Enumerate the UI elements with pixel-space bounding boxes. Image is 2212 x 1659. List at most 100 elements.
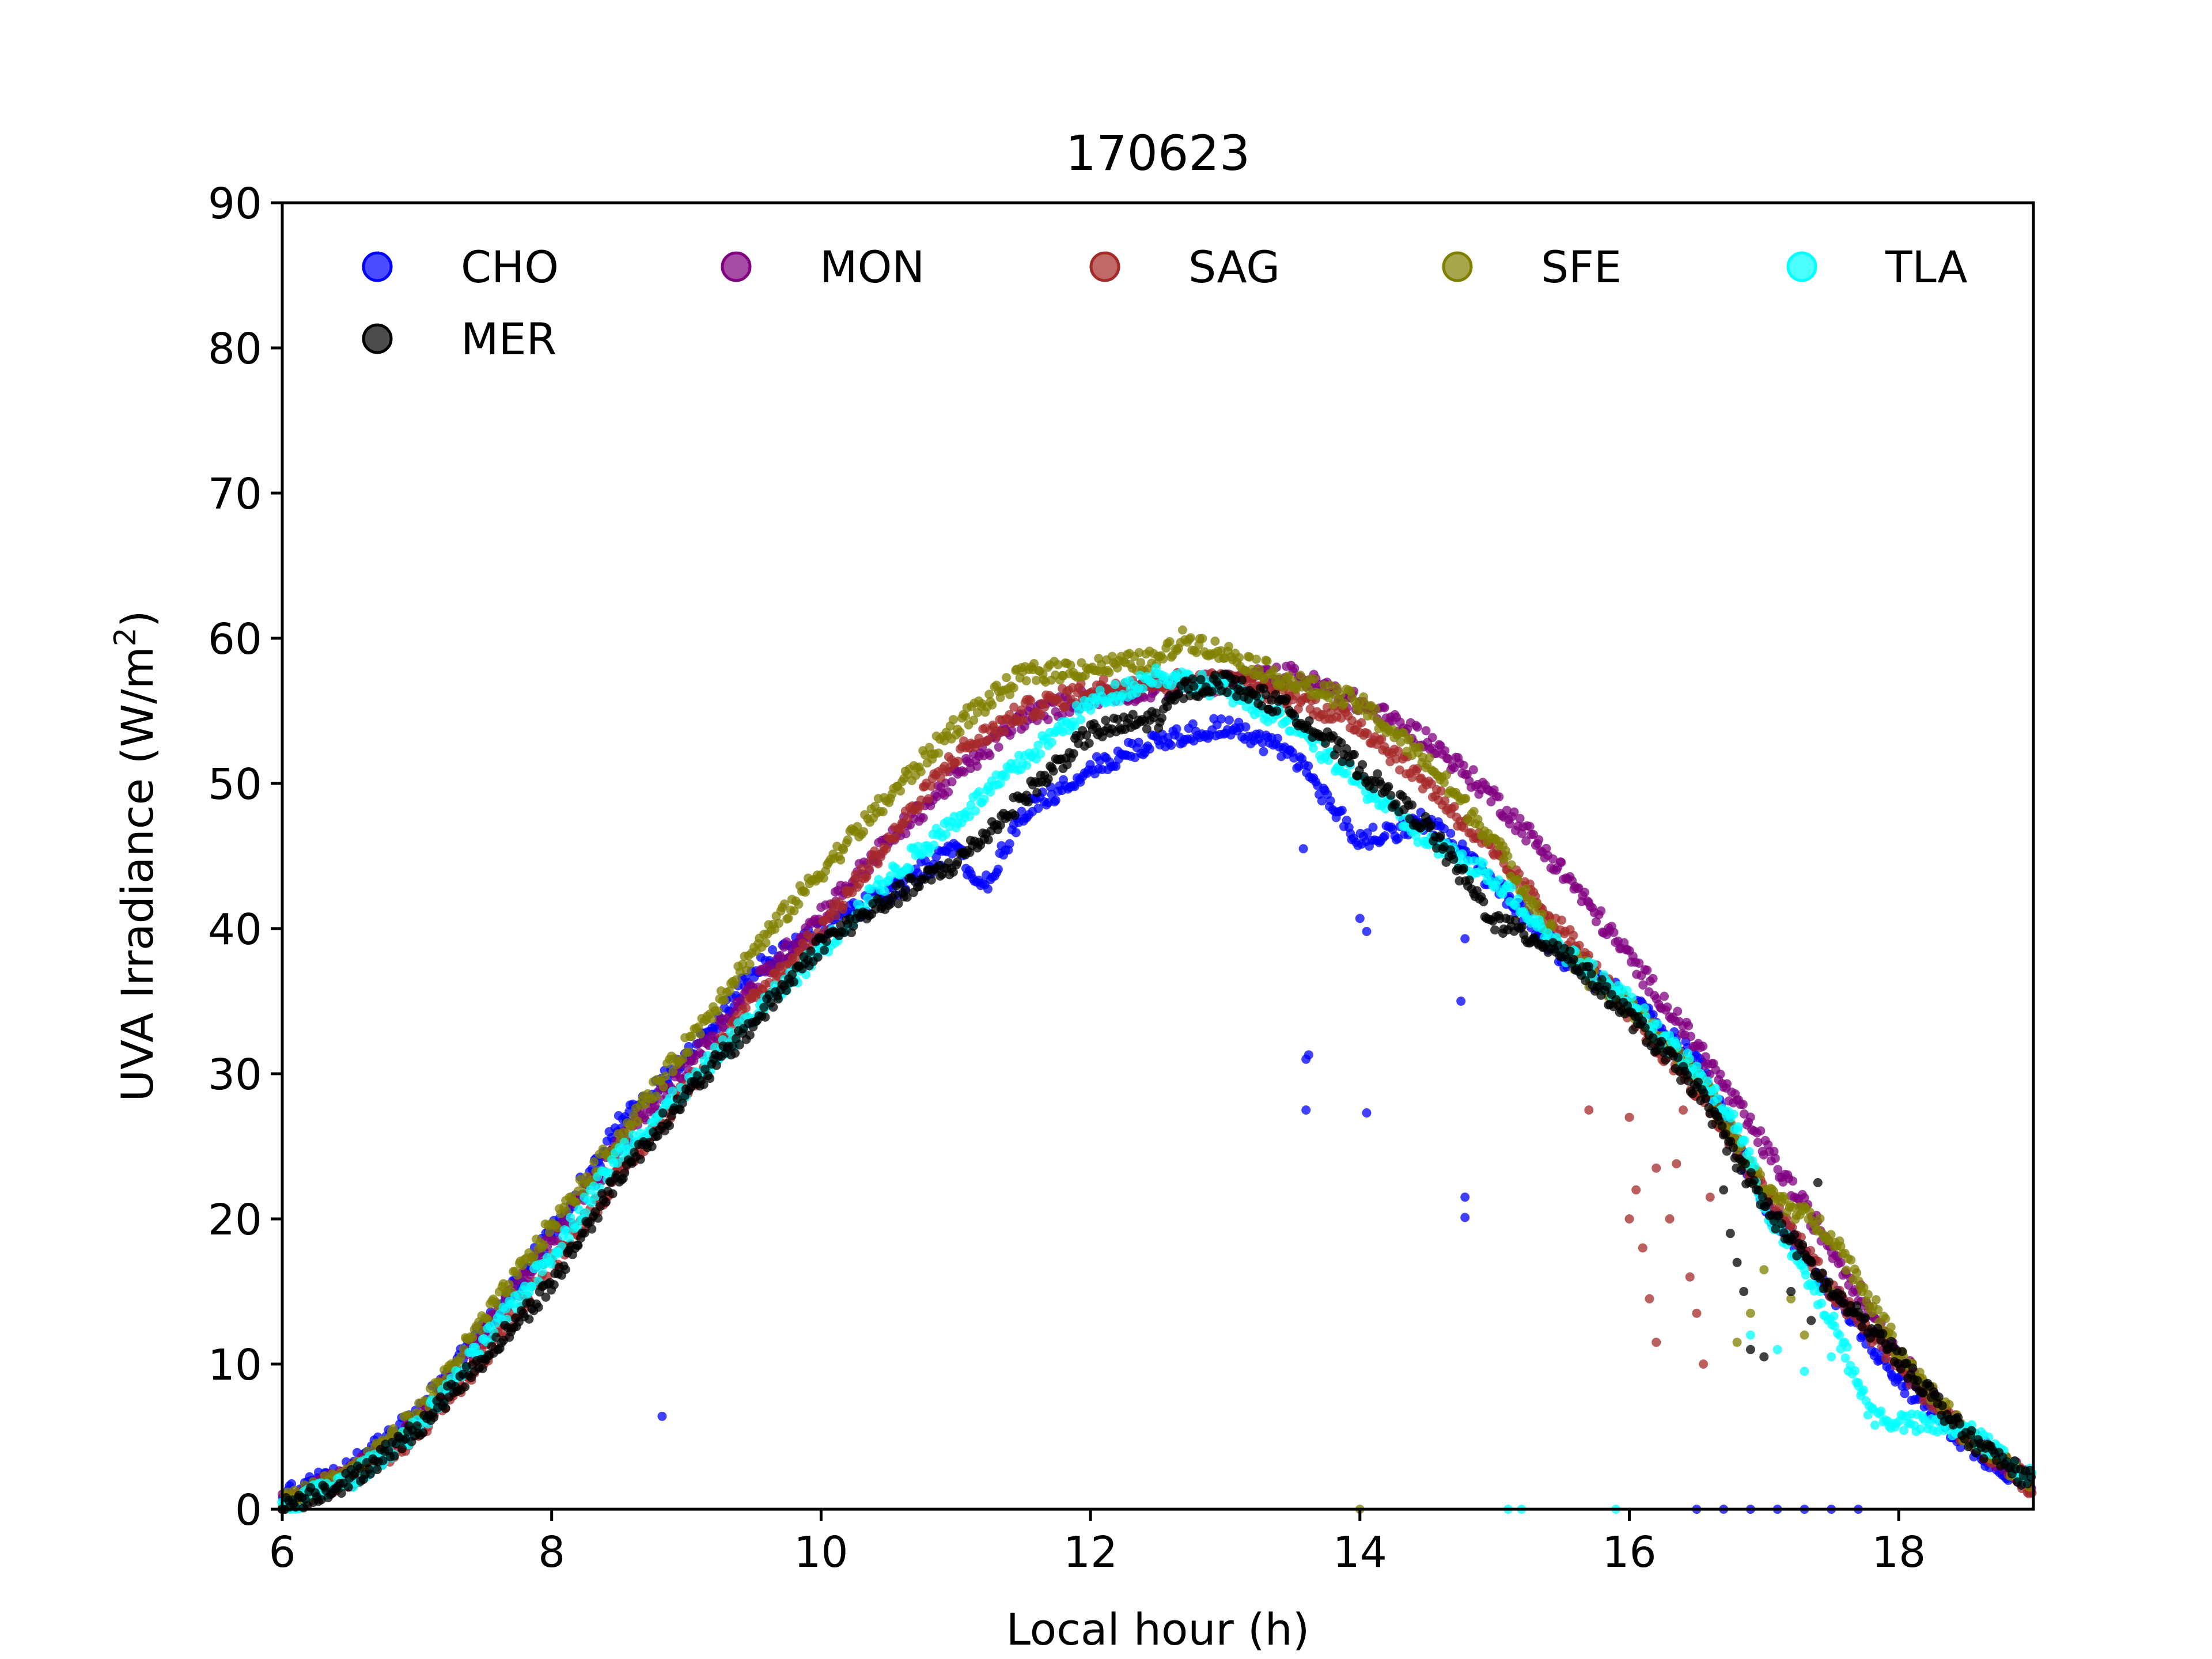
data-point [1769, 1146, 1779, 1156]
data-point [365, 1469, 375, 1479]
data-point [1770, 1153, 1780, 1163]
data-point [1033, 804, 1043, 813]
data-point [1787, 1222, 1797, 1232]
data-point [974, 787, 984, 797]
data-point [1138, 684, 1148, 694]
data-point [1469, 806, 1479, 816]
data-point [1380, 703, 1389, 713]
data-point [504, 1279, 514, 1289]
data-point [1881, 1314, 1891, 1323]
data-point [735, 1040, 744, 1050]
data-point [851, 870, 861, 880]
data-point [1899, 1426, 1908, 1435]
data-point [1645, 1294, 1654, 1304]
data-point [1732, 1338, 1742, 1347]
data-point [1744, 1147, 1754, 1156]
data-point [1377, 734, 1387, 744]
data-point [1070, 721, 1080, 731]
data-point [1698, 1041, 1708, 1051]
data-point [547, 1259, 556, 1269]
data-point [1541, 843, 1551, 853]
data-point [1241, 722, 1251, 732]
data-point [1662, 1002, 1672, 1012]
data-point [699, 1080, 709, 1089]
data-point [953, 756, 963, 766]
data-point [1051, 796, 1060, 805]
data-point [819, 873, 828, 883]
data-point [378, 1456, 388, 1465]
data-point [893, 899, 903, 908]
data-point [1596, 906, 1606, 916]
data-point [914, 882, 924, 891]
data-point [1478, 858, 1488, 868]
data-point [1753, 1138, 1763, 1147]
data-point [1444, 754, 1453, 764]
data-point [1111, 762, 1121, 771]
data-point [1192, 647, 1201, 657]
data-point [573, 1241, 583, 1251]
data-point [533, 1302, 543, 1312]
data-point [1829, 1311, 1839, 1321]
data-point [1652, 1163, 1661, 1173]
data-point [768, 945, 777, 955]
data-point [1043, 715, 1053, 725]
data-point [806, 946, 816, 956]
data-point [831, 911, 841, 921]
data-point [1507, 860, 1517, 870]
data-point [1110, 680, 1120, 690]
data-point [1418, 752, 1427, 762]
data-point [1513, 874, 1522, 884]
data-point [1259, 747, 1268, 756]
data-point [1700, 1052, 1710, 1062]
data-point [1624, 1112, 1634, 1122]
data-point [1177, 625, 1187, 635]
data-point [1484, 868, 1494, 877]
data-point [948, 867, 958, 877]
data-point [761, 938, 771, 948]
data-point [787, 969, 797, 979]
scatter-points [277, 625, 2037, 1514]
data-point [1813, 1256, 1823, 1266]
data-point [821, 937, 831, 946]
data-point [1699, 1359, 1709, 1369]
data-point [984, 690, 994, 699]
data-point [1733, 1122, 1743, 1132]
data-point [665, 1121, 674, 1130]
data-point [1871, 1295, 1881, 1305]
data-point [537, 1267, 547, 1277]
data-point [571, 1198, 581, 1207]
data-point [1673, 1006, 1683, 1016]
data-point [1494, 875, 1503, 885]
data-point [1756, 1126, 1766, 1136]
data-point [1468, 765, 1478, 775]
data-point [1584, 1105, 1594, 1115]
data-point [941, 830, 951, 839]
data-point [552, 1223, 562, 1233]
data-point [1440, 824, 1449, 834]
data-point [1672, 1159, 1681, 1169]
data-point [668, 1067, 678, 1077]
data-point [929, 840, 939, 850]
data-point [1166, 680, 1176, 690]
data-point [1252, 654, 1261, 664]
data-point [936, 774, 946, 783]
data-point [1362, 927, 1372, 936]
data-point [1631, 1185, 1641, 1195]
data-point [1172, 724, 1181, 734]
data-point [468, 1332, 478, 1342]
data-point [961, 711, 970, 721]
data-point [1036, 749, 1046, 759]
data-point [800, 887, 810, 897]
data-point [1442, 770, 1451, 780]
data-point [979, 794, 989, 804]
data-point [586, 1198, 596, 1208]
data-point [1711, 1084, 1721, 1093]
data-point [1112, 663, 1122, 673]
data-point [1007, 726, 1017, 736]
data-point [985, 751, 995, 760]
data-point [1301, 1105, 1311, 1115]
data-point [782, 986, 791, 995]
data-point [470, 1342, 480, 1352]
data-point [1692, 1061, 1702, 1071]
data-point [1511, 901, 1521, 911]
